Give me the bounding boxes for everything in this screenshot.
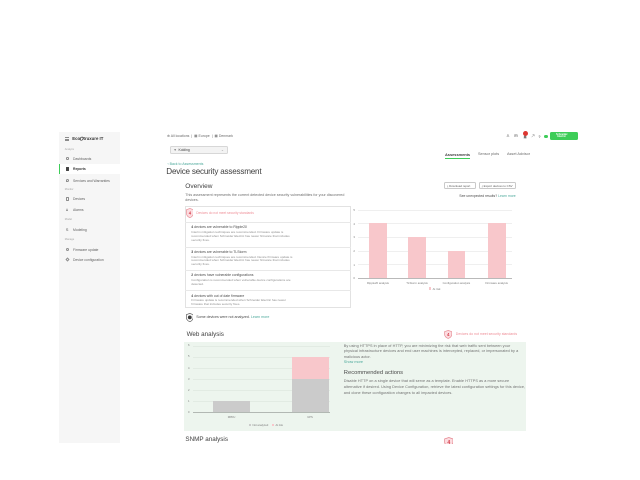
svg-text:4: 4 <box>447 440 450 445</box>
svg-text:4: 4 <box>188 211 191 216</box>
svg-text:4: 4 <box>447 332 450 337</box>
